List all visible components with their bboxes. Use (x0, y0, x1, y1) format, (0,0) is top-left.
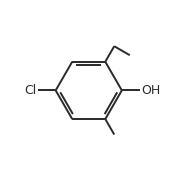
Text: Cl: Cl (24, 84, 36, 97)
Text: OH: OH (141, 84, 160, 97)
